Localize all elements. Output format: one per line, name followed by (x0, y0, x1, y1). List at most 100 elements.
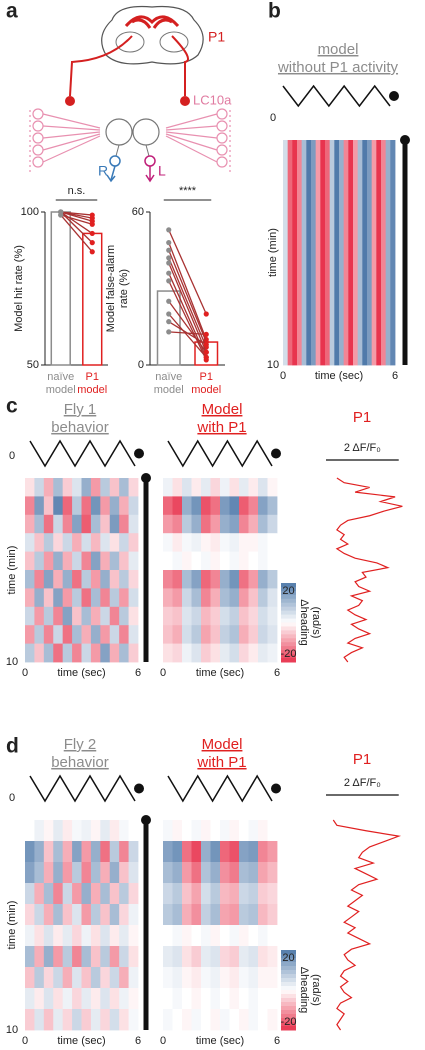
heatmap-cell (90, 946, 101, 968)
heatmap-cell (128, 533, 139, 552)
colorbar-step (281, 998, 296, 1003)
heatmap-cell (100, 588, 111, 608)
heatmap-cell (239, 883, 249, 905)
heatmap-cell (25, 820, 35, 842)
time-bar-start (400, 135, 410, 145)
heatmap-cell (163, 841, 173, 863)
pair-point (166, 278, 172, 284)
heatmap-cell (248, 925, 259, 947)
heatmap-cell (128, 1009, 139, 1031)
heatmap-cell (220, 967, 230, 989)
heatmap-cell (81, 478, 92, 497)
heatmap-cell (258, 643, 268, 663)
heatmap-cell (72, 862, 82, 884)
heatmap-cell (220, 820, 230, 842)
heatmap-cell (128, 946, 139, 968)
heatmap-cell (239, 551, 249, 571)
heatmap-cell (191, 496, 202, 516)
heatmap-cell (258, 625, 268, 644)
heatmap-cell (90, 606, 101, 626)
heatmap-cell (72, 514, 82, 534)
heatmap-cell (258, 496, 268, 516)
colorbar-step (281, 958, 296, 963)
pair-point (58, 212, 64, 218)
heatmap-cell (109, 496, 120, 516)
heatmap-cell (210, 841, 221, 863)
stimulus-end (134, 448, 144, 459)
heatmap-cell (119, 625, 129, 644)
heatmap-cell (248, 967, 259, 989)
pair-line (168, 229, 207, 315)
heatmap-cell (191, 967, 202, 989)
heatmap-cell (210, 904, 221, 926)
pair-point (166, 255, 172, 261)
scale-bar-label: 2 ΔF/F₀ (344, 777, 381, 789)
heatmap-cell (90, 643, 101, 663)
heatmap-cell (119, 883, 129, 905)
pair-line (168, 300, 207, 353)
p1-trace (335, 477, 403, 663)
heatmap-cell (90, 533, 101, 552)
bar (50, 211, 71, 366)
panel-title: with P1 (196, 419, 246, 436)
heatmap-cell (128, 496, 139, 516)
heatmap-cell (172, 514, 183, 534)
heatmap-cell (258, 862, 268, 884)
heatmap-cell (81, 514, 92, 534)
significance-label: n.s. (68, 185, 86, 197)
l-label: L (158, 163, 166, 179)
heatmap-cell (210, 1009, 221, 1031)
heatmap-cell (34, 967, 45, 989)
heatmap-cell (172, 841, 183, 863)
heatmap-cell (248, 643, 259, 663)
pair-point (89, 221, 95, 227)
heatmap-cell (53, 625, 64, 644)
heatmap-cell (315, 140, 321, 366)
scale-bar-label: 2 ΔF/F₀ (344, 442, 381, 454)
heatmap-cell (191, 820, 202, 842)
pair-point (166, 319, 172, 325)
heatmap-cell (163, 625, 173, 644)
x-tick-label: 0 (160, 667, 166, 679)
heatmap-cell (100, 606, 111, 626)
panel-title: Model (202, 401, 243, 418)
heatmap-cell (210, 588, 221, 608)
pair-point (166, 247, 172, 253)
heatmap-cell (376, 140, 382, 366)
heatmap-cell (43, 904, 54, 926)
heatmap-cell (100, 883, 111, 905)
pair-line (168, 331, 207, 336)
heatmap-cell (62, 1009, 73, 1031)
heatmap-cell (239, 478, 249, 497)
colorbar-label: (rad/s) (310, 607, 322, 639)
heatmap-cell (329, 140, 335, 366)
heatmap-cell (172, 967, 183, 989)
heatmap-cell (43, 496, 54, 516)
heatmap-cell (119, 514, 129, 534)
stimulus-schematic (29, 774, 136, 803)
heatmap-cell (210, 967, 221, 989)
heatmap-cell (43, 1009, 54, 1031)
heatmap-cell (119, 643, 129, 663)
heatmap-cell (43, 588, 54, 608)
heatmap-cell (81, 1009, 92, 1031)
heatmap-cell (62, 841, 73, 863)
heatmap-cell (100, 988, 111, 1010)
heatmap-cell (201, 883, 211, 905)
colorbar-step (281, 950, 296, 955)
heatmap-cell (128, 551, 139, 571)
panel-title: Fly 1 (64, 401, 97, 418)
heatmap-cell (109, 1009, 120, 1031)
heatmap-cell (172, 925, 183, 947)
y-tick-label: 60 (132, 206, 144, 218)
neuron (132, 118, 160, 146)
colorbar-tick-label: -20 (281, 648, 297, 660)
heatmap-cell (191, 946, 202, 968)
heatmap-cell (267, 514, 278, 534)
heatmap-cell (72, 588, 82, 608)
heatmap-cell (119, 570, 129, 589)
heatmap-cell (90, 883, 101, 905)
heatmap-cell (109, 946, 120, 968)
heatmap-cell (62, 925, 73, 947)
